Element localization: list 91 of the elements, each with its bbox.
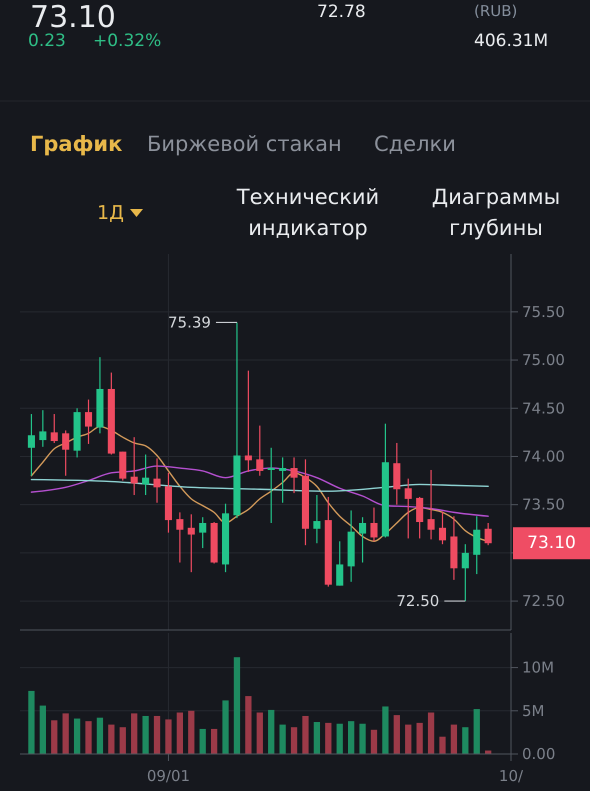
bar xyxy=(154,716,160,754)
bar xyxy=(394,715,400,754)
text: Технический индикатор xyxy=(236,185,380,240)
bar xyxy=(450,724,458,754)
y-tick-label: 5M xyxy=(522,702,544,720)
bar xyxy=(245,696,252,754)
x-tick-label: 09/01 xyxy=(146,767,190,785)
bar xyxy=(382,706,389,754)
bar xyxy=(336,724,343,754)
text: (RUB) xyxy=(474,2,518,20)
line-series xyxy=(30,465,489,517)
bar xyxy=(51,720,58,754)
text: 1Д xyxy=(97,202,124,224)
y-tick-label: 75.00 xyxy=(522,351,565,370)
bar xyxy=(359,724,366,754)
candlestick xyxy=(153,458,161,504)
bar xyxy=(234,657,240,754)
line-series xyxy=(30,478,489,492)
candlestick xyxy=(199,516,206,549)
candlestick xyxy=(176,512,184,564)
bar xyxy=(62,713,69,754)
bar xyxy=(268,710,274,754)
y-tick-label: 72.50 xyxy=(522,592,565,610)
bar xyxy=(131,713,138,754)
bar xyxy=(290,727,298,754)
bar xyxy=(325,722,332,754)
bar xyxy=(222,700,229,754)
candlestick xyxy=(268,447,275,524)
bar xyxy=(462,727,468,754)
bar xyxy=(120,727,126,754)
candlestick xyxy=(244,370,252,472)
text: Сделки xyxy=(374,132,456,156)
candlestick xyxy=(404,478,412,540)
candlestick xyxy=(256,425,264,476)
candlestick xyxy=(279,456,286,504)
bar xyxy=(416,722,423,754)
bar xyxy=(314,722,320,754)
candlestick xyxy=(130,436,138,496)
y-tick-label: 75.50 xyxy=(522,302,565,321)
y-tick-label: 74.50 xyxy=(522,399,565,418)
bar xyxy=(28,690,35,754)
candlestick xyxy=(28,413,35,476)
candlestick xyxy=(39,410,46,448)
y-tick-label: 0.00 xyxy=(522,745,556,763)
candlestick xyxy=(462,544,469,602)
candlestick xyxy=(359,516,366,564)
bar xyxy=(210,728,218,754)
text: График xyxy=(30,132,122,156)
x-tick-label: 10/ xyxy=(498,767,524,785)
y-tick-label: 10M xyxy=(522,658,554,677)
bar xyxy=(485,750,492,754)
candlestick xyxy=(370,506,378,542)
bar xyxy=(405,724,412,754)
bar xyxy=(96,718,104,754)
candlestick xyxy=(438,510,446,545)
bar xyxy=(108,724,114,754)
bar xyxy=(165,719,172,754)
bar xyxy=(40,706,46,754)
candlestick xyxy=(290,456,298,494)
candlestick xyxy=(62,430,70,476)
text: 406.31M xyxy=(474,31,548,51)
bar xyxy=(474,709,480,754)
text: 73.10 xyxy=(527,533,576,554)
y-tick-label: 74.00 xyxy=(522,447,565,466)
candlestick xyxy=(313,494,320,544)
bar xyxy=(439,736,446,754)
bar xyxy=(302,716,309,754)
bar xyxy=(279,724,286,754)
bar xyxy=(188,710,194,754)
bar xyxy=(176,712,183,754)
annotation: 75.39 xyxy=(168,313,211,332)
candlestick xyxy=(188,514,195,573)
bar xyxy=(85,721,92,754)
candlestick xyxy=(336,540,344,586)
bar xyxy=(74,718,80,754)
text: 72.78 xyxy=(317,2,366,22)
candlestick xyxy=(428,469,435,540)
bar xyxy=(370,730,378,754)
annotation: 72.50 xyxy=(396,592,440,610)
bar xyxy=(256,712,263,754)
text: Биржевой стакан xyxy=(147,132,342,156)
y-tick-label: 73.50 xyxy=(522,496,565,514)
bar xyxy=(428,712,434,754)
candlestick xyxy=(84,398,92,445)
bar xyxy=(348,721,354,754)
bar xyxy=(142,716,149,754)
text: Диаграммы глубины xyxy=(432,185,560,240)
candlestick xyxy=(484,522,492,546)
candlestick xyxy=(142,454,150,496)
candlestick xyxy=(50,413,58,444)
bar xyxy=(200,728,206,754)
